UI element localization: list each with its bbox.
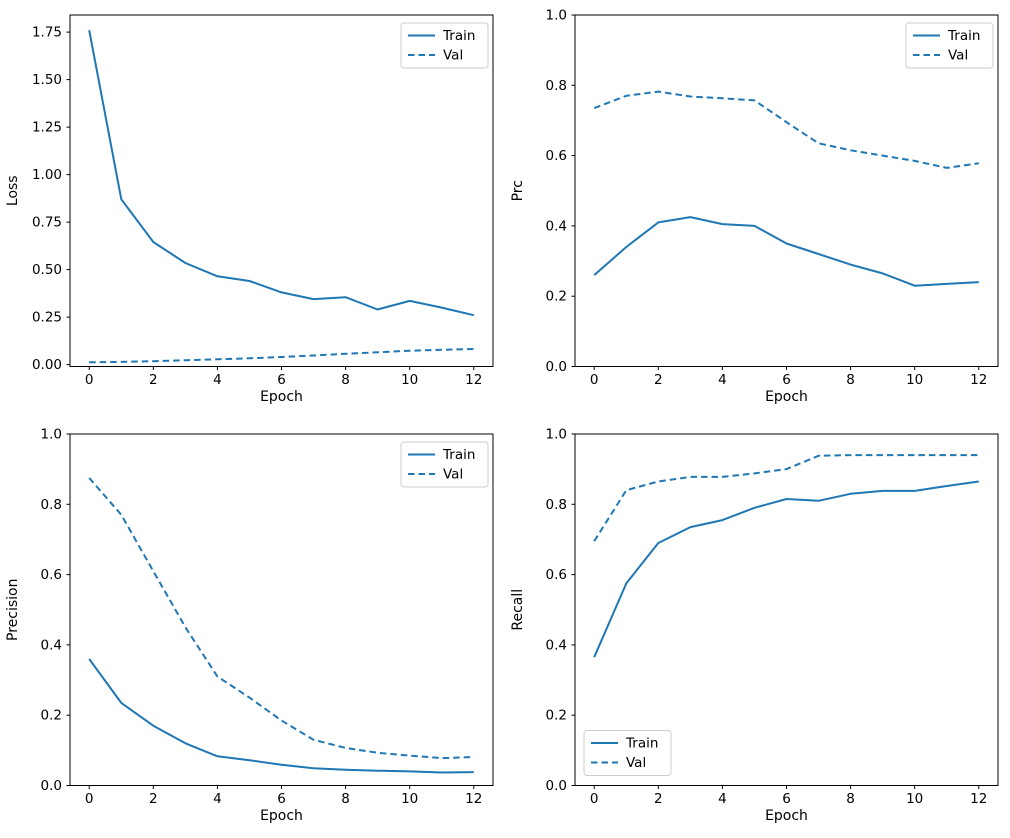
y-axis-label: Prc [510,180,526,201]
recall-train-line [593,480,979,658]
x-tick-label: 12 [970,791,987,807]
legend-label-val: Val [948,48,968,64]
y-tick-label: 0.2 [41,708,62,724]
legend-box [400,22,489,69]
x-tick-label: 8 [341,791,350,807]
legend: Train Val [400,441,489,488]
prc-val-line [593,90,979,169]
x-tick-label: 0 [590,791,599,807]
y-tick-label: 0.0 [546,359,567,375]
precision-train-line [88,658,474,774]
x-tick-label: 8 [846,791,855,807]
x-tick-label: 12 [970,372,987,388]
y-tick-label: 0.6 [41,567,62,583]
x-tick-label: 12 [465,791,482,807]
y-tick-label: 1.0 [41,427,62,443]
loss-val-line [89,348,474,364]
x-tick-label: 10 [401,372,418,388]
y-tick-label: 0.6 [546,148,567,164]
y-tick-label: 1.00 [32,167,62,183]
legend-box [583,730,672,776]
legend-label-train: Train [947,28,980,44]
y-tick-label: 0.6 [546,567,567,583]
legend-label-train: Train [442,447,475,463]
x-tick-label: 8 [846,372,855,388]
legend: Train Val [905,22,994,69]
y-axis-label: Recall [510,589,526,631]
x-tick-label: 6 [782,791,791,807]
legend-label-val: Val [443,48,463,64]
y-tick-label: 0.4 [41,637,62,653]
x-tick-label: 0 [85,372,94,388]
y-axis-label: Precision [5,579,21,641]
y-tick-label: 0.2 [546,289,567,305]
y-tick-label: 0.0 [546,778,567,794]
x-tick-label: 10 [401,791,418,807]
y-tick-label: 0.75 [32,215,62,231]
recall-val-line [593,454,979,542]
subplot-recall: 0.0 0.2 0.4 0.6 0.8 1.0 0 2 4 6 8 10 12 Epoch Recall Tr… [505,419,1010,838]
x-tick-label: 6 [277,791,286,807]
subplot-prc: 0.0 0.2 0.4 0.6 0.8 1.0 0 2 4 6 8 10 12 Epoch Prc Train… [505,0,1010,419]
y-tick-label: 0.4 [546,637,567,653]
legend-label-train: Train [442,28,475,44]
x-tick-label: 2 [149,791,158,807]
y-tick-label: 0.50 [32,262,62,278]
x-axis-label: Epoch [765,389,808,405]
y-tick-label: 0.4 [546,218,567,234]
y-tick-label: 0.0 [41,778,62,794]
loss-train-line [88,30,475,317]
x-tick-label: 10 [906,372,923,388]
prc-chart: 0.0 0.2 0.4 0.6 0.8 1.0 0 2 4 6 8 10 12 Epoch Prc Train… [510,8,999,405]
x-axis-label: Epoch [260,389,303,405]
x-tick-label: 0 [85,791,94,807]
y-tick-label: 0.25 [32,310,62,326]
legend: Train Val [583,730,672,776]
x-tick-label: 2 [654,372,663,388]
x-tick-label: 4 [718,372,727,388]
legend-label-train: Train [625,736,658,752]
precision-chart: 0.0 0.2 0.4 0.6 0.8 1.0 0 2 4 6 8 10 12 Epoch Precisio… [5,427,494,824]
y-tick-label: 1.0 [546,8,567,24]
x-tick-label: 4 [718,791,727,807]
y-tick-label: 0.00 [32,357,62,373]
legend-box [905,22,994,69]
y-tick-label: 0.8 [546,497,567,513]
legend-label-val: Val [626,755,646,771]
x-tick-label: 2 [654,791,663,807]
x-tick-label: 8 [341,372,350,388]
y-tick-label: 0.2 [546,708,567,724]
x-tick-label: 12 [465,372,482,388]
subplot-loss: 0.00 0.25 0.50 0.75 1.00 1.25 1.50 1.75 0 2 4 6 8 10 1… [0,0,505,419]
x-axis-label: Epoch [260,808,303,824]
y-axis-label: Loss [5,175,21,206]
precision-val-line [88,477,474,760]
x-tick-label: 0 [590,372,599,388]
x-tick-label: 10 [906,791,923,807]
y-tick-label: 1.50 [32,72,62,88]
x-tick-label: 2 [149,372,158,388]
y-tick-label: 0.8 [546,78,567,94]
x-axis-label: Epoch [765,808,808,824]
y-tick-label: 0.8 [41,497,62,513]
x-tick-label: 6 [782,372,791,388]
legend: Train Val [400,22,489,69]
prc-train-line [593,216,979,287]
legend-label-val: Val [443,467,463,483]
loss-chart: 0.00 0.25 0.50 0.75 1.00 1.25 1.50 1.75 0 2 4 6 8 10 1… [5,14,494,405]
x-tick-label: 6 [277,372,286,388]
subplot-precision: 0.0 0.2 0.4 0.6 0.8 1.0 0 2 4 6 8 10 12 Epoch Precisio… [0,419,505,838]
y-tick-label: 1.75 [32,25,62,41]
legend-box [400,441,489,488]
y-tick-label: 1.25 [32,120,62,136]
x-tick-label: 4 [213,372,222,388]
x-tick-label: 4 [213,791,222,807]
y-tick-label: 1.0 [546,427,567,443]
recall-chart: 0.0 0.2 0.4 0.6 0.8 1.0 0 2 4 6 8 10 12 Epoch Recall Tr… [510,427,999,824]
